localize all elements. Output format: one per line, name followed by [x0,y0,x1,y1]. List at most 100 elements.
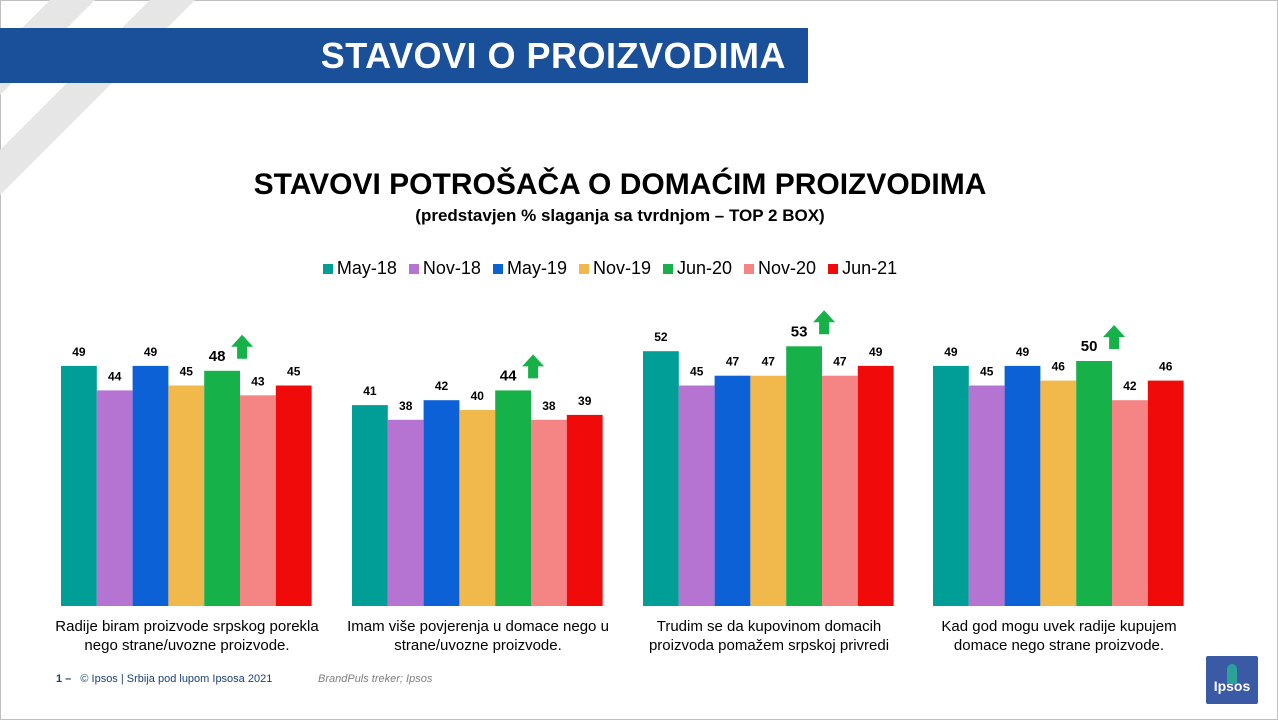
bar-nov-20-cat4 [1112,400,1148,606]
category-label: Trudim se da kupovinom domacih proizvoda … [624,617,914,655]
legend-item-nov-19: Nov-19 [578,258,651,279]
data-label: 44 [500,367,517,384]
chart-title: STAVOVI POTROŠAČA O DOMAĆIM PROIZVODIMA [253,168,987,201]
up-arrow-icon [1103,325,1126,349]
footer-copyright: © Ipsos | Srbija pod lupom Ipsosa 2021 [80,673,273,685]
bar-jun-21-cat2 [566,414,603,606]
legend-swatch [828,263,839,274]
legend-swatch [322,263,333,274]
category-label-line: nego strane/uvozne proizvode. [84,637,290,654]
legend-label: May-18 [336,258,397,278]
data-label: 49 [1016,345,1030,359]
bar-nov-19-cat2 [459,410,496,606]
bar-nov-20-cat1 [240,395,276,606]
data-label: 50 [1081,338,1098,355]
category-label-line: Radije biram proizvode srpskog porekla [55,618,319,635]
footer-credit: 1 – © Ipsos | Srbija pod lupom Ipsosa 20… [56,673,272,685]
data-label: 52 [654,330,668,344]
data-label: 45 [287,365,301,379]
category-label-line: Trudim se da kupovinom domacih [656,618,882,635]
data-label: 46 [1052,360,1066,374]
category-label-line: Imam više povjerenja u domace nego u [347,618,609,635]
category-label: Imam više povjerenja u domace nego u stra… [333,617,623,655]
bar-nov-18-cat4 [968,385,1005,606]
bar-may-18-cat2 [352,405,388,606]
bar-may-19-cat2 [423,400,460,606]
category-label-line: Kad god mogu uvek radije kupujem [941,618,1177,635]
bar-jun-21-cat3 [857,365,894,606]
data-label: 49 [869,345,883,359]
bar-jun-21-cat4 [1147,380,1184,606]
data-label: 53 [791,323,808,340]
page-number: 1 – [56,673,72,685]
bar-nov-19-cat4 [1040,380,1077,606]
legend-swatch [492,263,503,274]
legend-swatch [408,263,419,274]
bar-jun-20-cat4 [1076,361,1112,606]
data-label: 49 [144,345,158,359]
legend-label: Nov-19 [592,258,651,278]
data-label: 39 [578,394,592,408]
bar-may-19-cat1 [132,365,169,606]
bar-jun-20-cat2 [495,390,531,606]
data-label: 47 [762,355,776,369]
legend-item-nov-20: Nov-20 [744,258,816,279]
data-label: 40 [471,389,485,403]
legend-label: Nov-20 [758,258,817,278]
bar-jun-20-cat1 [204,370,240,606]
legend-swatch [578,263,589,274]
bar-jun-21-cat1 [275,385,312,606]
legend-label: Jun-21 [842,258,898,278]
legend-label: Nov-18 [422,258,481,278]
legend-item-may-18: May-18 [322,258,397,279]
up-arrow-icon [231,334,254,359]
banner-title: STAVOVI O PROIZVODIMA [320,35,786,76]
bar-nov-19-cat3 [750,375,787,606]
data-label: 42 [1123,379,1137,393]
data-label: 46 [1159,360,1173,374]
data-label: 47 [833,355,847,369]
legend-item-jun-21: Jun-21 [828,258,897,279]
legend-label: Jun-20 [677,258,733,278]
bar-nov-18-cat3 [678,385,715,606]
chart-legend: May-18 Nov-18 May-19 Nov-19 Jun-20 Nov-20 Jun-… [0,258,1220,279]
data-label: 44 [108,369,122,383]
data-label: 49 [944,345,958,359]
up-arrow-icon [813,310,836,335]
data-label: 41 [363,384,377,398]
category-label: Kad god mogu uvek radije kupujem domace n… [914,617,1204,655]
up-arrow-icon [522,354,545,379]
bar-nov-20-cat3 [822,375,858,606]
legend-item-may-19: May-19 [492,258,567,279]
logo-figure-icon [1227,664,1237,684]
title-banner [0,28,808,83]
data-label: 45 [180,365,194,379]
bar-jun-20-cat3 [786,346,822,606]
category-label-line: proizvoda pomažem srpskoj privredi [648,637,890,654]
legend-swatch [663,263,673,274]
footer-source: BrandPuls treker; Ipsos [318,673,433,685]
category-label: Radije biram proizvode srpskog porekla ne… [42,617,332,655]
logo-text: Ipsos [1213,678,1251,694]
bar-nov-20-cat2 [531,419,567,606]
category-label-line: strane/uvozne proizvode. [394,637,562,654]
ipsos-logo: Ipsos [1206,656,1258,704]
data-label: 38 [542,399,556,413]
bar-nov-18-cat1 [96,390,133,606]
legend-swatch [744,263,755,274]
bar-may-19-cat4 [1004,365,1041,606]
data-label: 43 [251,374,265,388]
chart-subtitle: (predstavjen % slaganja sa tvrdnjom – TO… [415,206,825,225]
data-label: 38 [399,399,413,413]
bar-nov-19-cat1 [168,385,205,606]
bar-may-18-cat1 [61,365,97,606]
data-label: 47 [726,355,740,369]
category-label-line: domace nego strane proizvode. [953,637,1165,654]
data-label: 48 [209,348,226,365]
data-label: 45 [980,365,994,379]
bar-may-18-cat4 [933,365,969,606]
legend-label: May-19 [506,258,567,278]
legend-item-nov-18: Nov-18 [408,258,481,279]
data-label: 45 [690,365,704,379]
